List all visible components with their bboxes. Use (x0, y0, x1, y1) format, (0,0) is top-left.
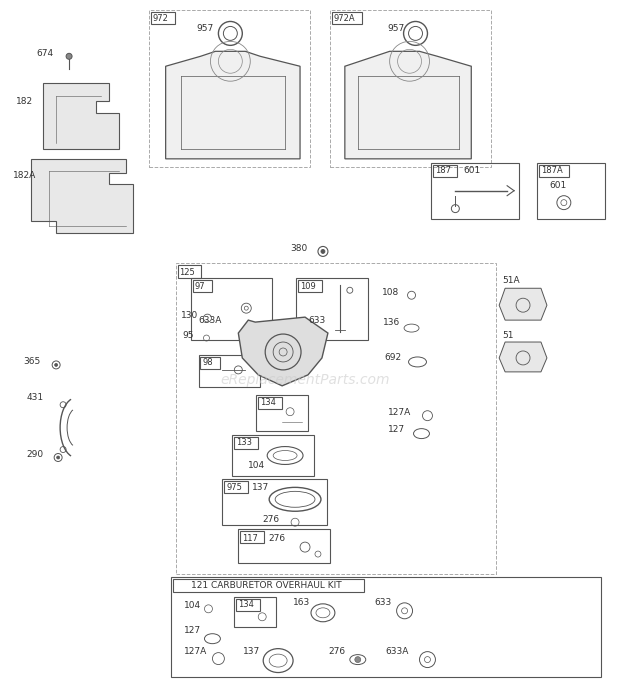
Text: 187A: 187A (541, 166, 563, 175)
Bar (539, 165, 569, 177)
Text: 692: 692 (384, 353, 402, 362)
Bar (193, 280, 213, 292)
Bar (190, 279, 272, 340)
Polygon shape (499, 288, 547, 320)
Text: 104: 104 (184, 602, 201, 611)
Text: 290: 290 (26, 450, 43, 459)
Bar (177, 265, 202, 279)
Circle shape (55, 363, 58, 367)
Bar (175, 263, 496, 574)
Bar (170, 577, 601, 676)
Text: 127: 127 (184, 626, 201, 635)
Bar (537, 163, 604, 218)
Text: 97: 97 (195, 282, 205, 291)
Text: 633: 633 (374, 598, 392, 607)
Circle shape (321, 249, 325, 254)
Bar (198, 355, 260, 387)
Text: 276: 276 (328, 647, 345, 656)
Text: 187: 187 (435, 166, 451, 175)
Text: 957: 957 (197, 24, 214, 33)
Text: 972: 972 (153, 14, 169, 23)
Text: 108: 108 (382, 288, 399, 297)
Bar (151, 12, 175, 24)
Bar (433, 165, 458, 177)
Text: 633: 633 (308, 315, 326, 324)
Polygon shape (43, 83, 119, 149)
Polygon shape (31, 159, 133, 233)
Text: 182: 182 (16, 96, 33, 105)
Text: 127A: 127A (184, 647, 207, 656)
Bar (332, 12, 361, 24)
Bar (238, 529, 330, 563)
Text: 127: 127 (388, 425, 405, 434)
Text: 674: 674 (36, 49, 53, 58)
Text: 133: 133 (236, 438, 252, 447)
Text: 431: 431 (26, 393, 43, 402)
Circle shape (66, 53, 72, 60)
Text: eReplacementParts.com: eReplacementParts.com (220, 373, 390, 387)
Text: 137: 137 (243, 647, 260, 656)
Bar (330, 10, 491, 167)
Text: 972A: 972A (334, 14, 355, 23)
Text: 134: 134 (238, 600, 254, 609)
Text: 95: 95 (182, 331, 194, 340)
Text: 601: 601 (549, 182, 566, 190)
Bar (224, 482, 248, 493)
Bar (256, 395, 308, 430)
Bar (241, 531, 264, 543)
Text: 121 CARBURETOR OVERHAUL KIT: 121 CARBURETOR OVERHAUL KIT (190, 581, 341, 590)
Text: 125: 125 (180, 267, 195, 277)
Bar (236, 599, 260, 611)
Text: 109: 109 (300, 282, 316, 291)
Text: 130: 130 (180, 310, 198, 319)
Text: 51A: 51A (502, 276, 520, 285)
Text: 98: 98 (203, 358, 213, 367)
Circle shape (355, 656, 361, 663)
Bar (232, 435, 314, 476)
Text: 957: 957 (388, 24, 405, 33)
Text: 134: 134 (260, 398, 276, 407)
Text: 380: 380 (290, 244, 308, 253)
Text: 601: 601 (463, 166, 480, 175)
Bar (432, 163, 519, 218)
Text: 136: 136 (383, 317, 400, 326)
Text: 975: 975 (226, 483, 242, 492)
Bar (149, 10, 310, 167)
Polygon shape (166, 51, 300, 159)
Text: 51: 51 (502, 331, 513, 340)
Text: 117: 117 (242, 534, 258, 543)
Bar (200, 357, 220, 369)
Text: 276: 276 (262, 515, 280, 524)
Bar (259, 397, 282, 409)
Polygon shape (238, 317, 328, 386)
Text: 163: 163 (293, 598, 311, 607)
Bar (296, 279, 368, 340)
Polygon shape (499, 342, 547, 372)
Bar (172, 579, 364, 592)
Text: 104: 104 (248, 461, 265, 470)
Bar (223, 480, 327, 525)
Bar (234, 597, 276, 626)
Bar (234, 437, 259, 448)
Polygon shape (345, 51, 471, 159)
Text: 633A: 633A (198, 315, 222, 324)
Text: 633A: 633A (386, 647, 409, 656)
Text: 365: 365 (24, 358, 40, 367)
Text: 276: 276 (268, 534, 285, 543)
Bar (298, 280, 322, 292)
Circle shape (56, 456, 60, 459)
Text: 127A: 127A (388, 408, 411, 417)
Text: 137: 137 (252, 483, 270, 492)
Text: 182A: 182A (14, 171, 37, 180)
